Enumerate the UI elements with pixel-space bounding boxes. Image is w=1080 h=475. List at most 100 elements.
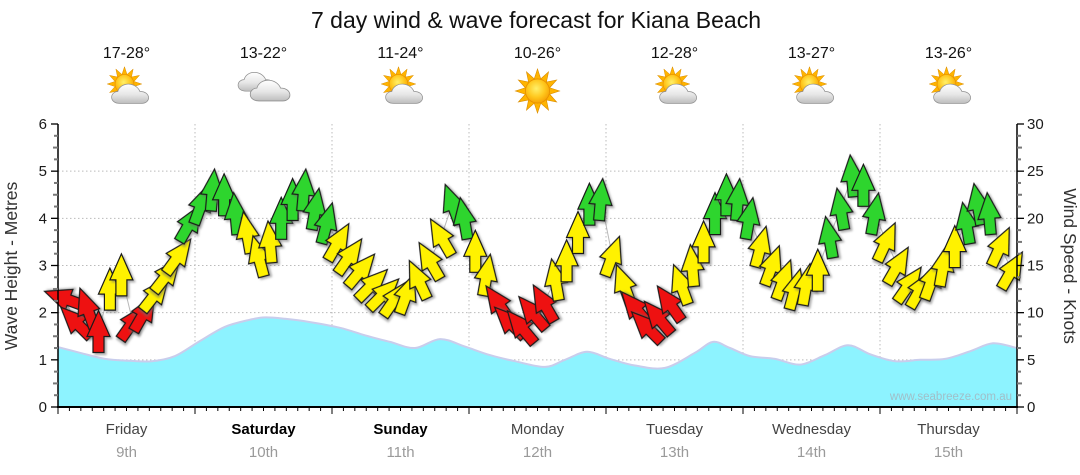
sun-icon [514,67,561,115]
wind-arrow [429,217,458,259]
temperature-range: 13-22° [240,45,287,62]
wind-arrow [850,162,876,207]
day-date-label: 12th [523,444,552,461]
wind-tick-label: 0 [1027,399,1035,416]
wind-arrow [691,219,717,264]
chart-generated-content: 0 1 2 3 4 5 6 0 5 10 15 20 25 30 17-28° Friday 9th 13-22°… [39,45,1044,461]
wind-arrow [462,228,488,273]
temperature-range: 12-28° [651,45,698,62]
wave-tick-label: 3 [39,258,47,275]
wave-tick-label: 1 [39,352,47,369]
weather-icon-sun-cloud [791,65,834,104]
weather-icon-clouds [237,72,291,102]
wave-tick-label: 5 [39,163,47,180]
wind-arrow [918,258,942,302]
day-name-label: Sunday [373,421,428,438]
wind-arrow [930,243,955,288]
wind-tick-label: 5 [1027,352,1035,369]
wind-arrow [702,191,728,236]
weather-icon-sun-cloud [380,65,423,104]
temperature-range: 13-26° [925,45,972,62]
wind-arrow [268,195,294,240]
day-date-label: 10th [249,444,278,461]
wind-arrow [257,219,283,264]
wind-arrow [985,226,1010,269]
wind-arrow [418,241,446,283]
day-date-label: 14th [797,444,826,461]
weather-icon-sun-cloud [106,65,149,104]
wind-arrow [680,243,706,288]
wind-arrow [995,250,1024,292]
day-name-label: Wednesday [772,421,851,438]
wind-arrow [160,237,192,278]
wind-arrow [565,210,591,255]
wave-tick-label: 4 [39,210,47,227]
day-name-label: Friday [106,421,148,438]
day-name-label: Thursday [917,421,980,438]
wind-arrow [473,252,498,298]
day-date-label: 9th [116,444,137,461]
chart-title: 7 day wind & wave forecast for Kiana Bea… [311,7,761,33]
cloud-icon [111,83,149,104]
weather-icon-sun [514,67,561,115]
wind-arrow [452,196,478,241]
cloud-shape [796,83,834,104]
temperature-range: 13-27° [788,45,835,62]
wind-axis-label: Wind Speed - Knots [1060,188,1080,344]
wind-arrow [871,221,896,265]
wind-arrow [408,259,433,302]
day-name-label: Monday [511,421,565,438]
cloud-icon [659,83,697,104]
day-date-label: 15th [934,444,963,461]
wind-arrow [829,186,854,232]
wind-arrow [86,309,111,354]
cloud-shape [933,83,971,104]
weather-icon-sun-cloud [654,65,697,104]
watermark: www.seabreeze.com.au [889,391,1012,403]
wind-arrow [805,247,831,292]
wind-arrow [598,234,623,279]
wind-arrow [588,177,613,222]
temperature-range: 11-24° [377,45,423,62]
wind-tick-label: 30 [1027,116,1044,133]
day-name-label: Tuesday [646,421,703,438]
wind-arrows [43,153,1024,354]
cloud-icon [796,83,834,104]
wind-tick-label: 10 [1027,305,1044,322]
wind-tick-label: 15 [1027,258,1044,275]
sun-disc [525,78,550,104]
weather-icon-sun-cloud [928,65,971,104]
wind-arrow [747,224,772,270]
wind-arrow [736,196,761,241]
cloud-icon [249,79,291,102]
wind-arrow [643,300,677,338]
wind-arrow [532,283,560,325]
wave-tick-label: 0 [39,399,47,416]
wind-arrow [554,238,580,283]
cloud-shape [111,83,149,104]
wind-arrow [942,224,968,269]
wave-axis-label: Wave Height - Metres [1,181,21,350]
wind-tick-label: 20 [1027,210,1044,227]
wind-arrow [861,191,887,236]
cloud-shape [249,79,291,102]
wave-height-line [57,316,1018,370]
day-date-label: 11th [386,444,414,461]
wind-arrow [313,201,338,246]
cloud-shape [659,83,697,104]
wave-height-area [58,317,1017,407]
wind-arrow [977,191,1002,236]
temperature-range: 17-28° [103,45,150,62]
axes [51,123,1024,414]
temperature-range: 10-26° [514,45,561,62]
wind-arrow [817,215,843,260]
wind-arrow [543,257,569,302]
wave-tick-label: 6 [39,116,47,133]
wave-tick-label: 2 [39,305,47,322]
cloud-icon [933,83,971,104]
wind-arrow [881,246,909,288]
wind-arrow [506,309,540,348]
cloud-shape [385,83,423,104]
